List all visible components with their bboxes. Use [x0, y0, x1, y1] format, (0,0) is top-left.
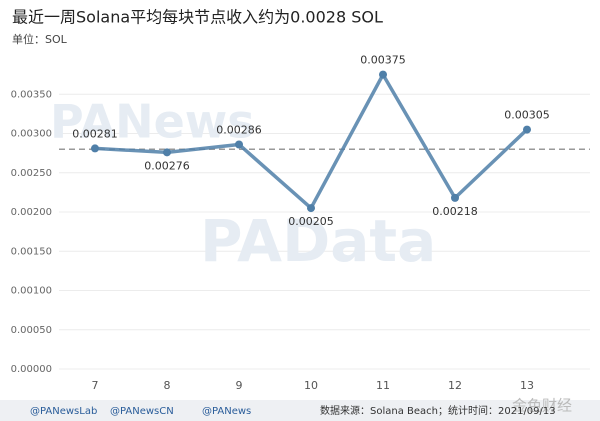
data-label: 0.00305: [504, 109, 550, 122]
x-tick-label: 8: [164, 379, 171, 392]
x-tick-label: 9: [236, 379, 243, 392]
x-tick-label: 12: [448, 379, 462, 392]
y-tick-label: 0.00150: [11, 246, 52, 257]
point: [91, 144, 99, 153]
point: [451, 193, 459, 202]
point: [523, 125, 531, 134]
point: [307, 204, 315, 213]
y-tick-label: 0.00100: [11, 286, 52, 297]
x-tick-label: 11: [376, 379, 390, 392]
footer-source: 数据来源：Solana Beach；统计时间：2021/09/13: [320, 404, 556, 417]
point: [235, 140, 243, 149]
watermark: PANews: [50, 95, 255, 149]
x-tick-label: 10: [304, 379, 318, 392]
watermark: PAData: [200, 207, 436, 275]
footer-account: @PANewsCN: [110, 406, 174, 417]
data-label: 0.00281: [72, 127, 118, 140]
y-tick-label: 0.00200: [11, 207, 52, 218]
footer-account: @PANewsLab: [30, 406, 97, 417]
data-label: 0.00375: [360, 54, 406, 67]
y-tick-label: 0.00000: [11, 364, 52, 375]
data-label: 0.00218: [432, 205, 478, 218]
watermark: 金色财经: [512, 397, 572, 415]
x-tick-label: 7: [92, 379, 99, 392]
chart-subtitle: 单位：SOL: [12, 32, 68, 46]
footer-band: [0, 400, 600, 421]
chart-title: 最近一周Solana平均每块节点收入约为0.0028 SOL: [12, 8, 383, 27]
y-tick-label: 0.00050: [11, 325, 52, 336]
footer-account: @PANews: [202, 406, 251, 417]
data-label: 0.00276: [144, 159, 190, 172]
y-tick-label: 0.00350: [11, 89, 52, 100]
y-tick-label: 0.00250: [11, 168, 52, 179]
point: [163, 148, 171, 157]
data-label: 0.00286: [216, 123, 262, 136]
data-label: 0.00205: [288, 215, 334, 228]
y-tick-label: 0.00300: [11, 129, 52, 140]
point: [379, 70, 387, 79]
x-tick-label: 13: [520, 379, 534, 392]
